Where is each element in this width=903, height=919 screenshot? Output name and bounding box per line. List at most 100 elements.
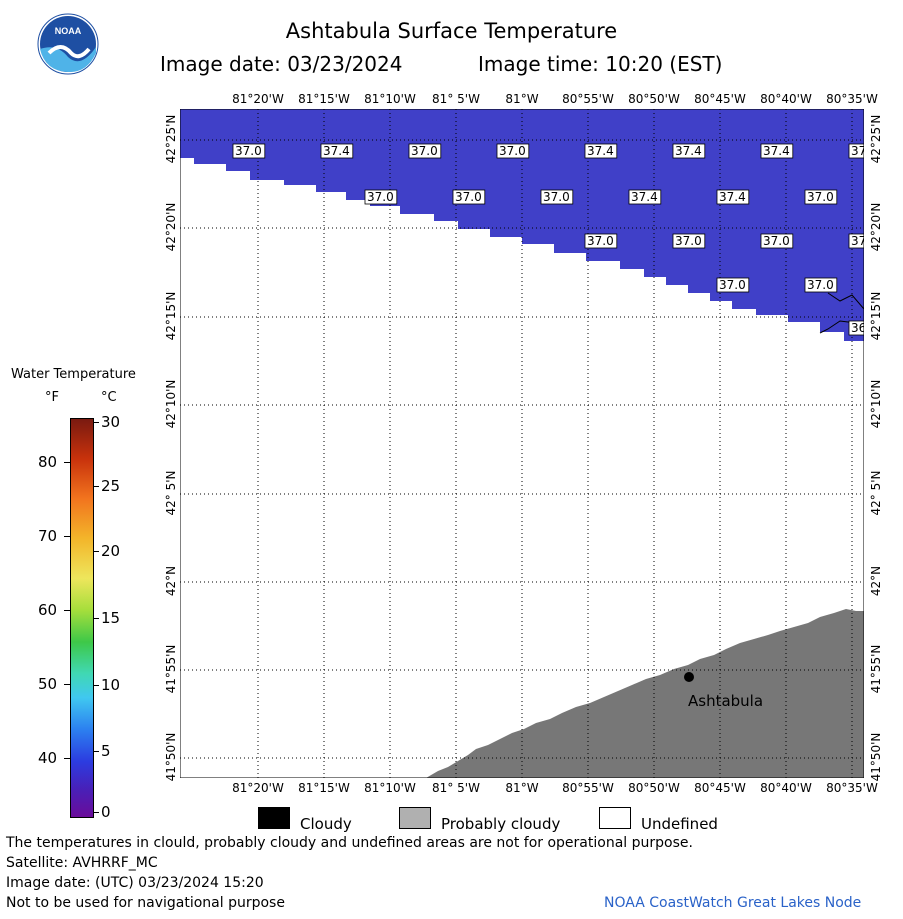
city-label: Ashtabula [688, 692, 763, 710]
svg-text:37.0: 37.0 [763, 234, 790, 248]
svg-text:37: 37 [851, 234, 864, 248]
scale-f-label: 70 [38, 527, 58, 545]
latitude-label: 41°55'N [869, 644, 883, 694]
longitude-label: 81°10'W [364, 92, 416, 106]
latitude-label: 42°15'N [869, 291, 883, 341]
undefined-swatch [599, 807, 631, 829]
latitude-label: 41°55'N [164, 644, 178, 694]
latitude-label: 42° 5'N [869, 470, 883, 516]
svg-text:37.0: 37.0 [587, 234, 614, 248]
svg-text:37.4: 37.4 [675, 144, 702, 158]
temperature-label: 37.0 [804, 189, 838, 205]
scale-c-tick [93, 422, 99, 423]
noaa-logo-text: NOAA [55, 26, 82, 36]
scale-c-label: 20 [101, 542, 121, 560]
svg-text:37.4: 37.4 [587, 144, 614, 158]
scale-f-label: 80 [38, 453, 58, 471]
longitude-label: 81°20'W [232, 92, 284, 106]
svg-text:37.0: 37.0 [807, 190, 834, 204]
latitude-label: 42°N [869, 565, 883, 597]
scale-c-label: 0 [101, 803, 111, 821]
footer-utc-date: Image date: (UTC) 03/23/2024 15:20 [6, 875, 264, 891]
temperature-label: 37.0 [540, 189, 574, 205]
temperature-label: 37.0 [232, 143, 266, 159]
latitude-label: 42°25'N [164, 114, 178, 164]
scale-c-tick [93, 812, 99, 813]
scale-c-tick [93, 551, 99, 552]
svg-text:37.0: 37.0 [719, 278, 746, 292]
scale-c-tick [93, 486, 99, 487]
longitude-label: 80°55'W [562, 781, 614, 795]
city-marker-icon[interactable] [684, 672, 694, 682]
svg-text:37.4: 37.4 [763, 144, 790, 158]
svg-text:37.0: 37.0 [499, 144, 526, 158]
latitude-label: 41°50'N [869, 732, 883, 782]
land-area [426, 609, 864, 778]
longitude-label: 81° 5'W [432, 92, 480, 106]
temperature-color-bar [70, 418, 94, 818]
scale-f-tick [64, 684, 70, 685]
longitude-label: 80°50'W [628, 781, 680, 795]
temperature-label: 37.0 [364, 189, 398, 205]
scale-c-label: 25 [101, 477, 121, 495]
longitude-label: 80°35'W [826, 92, 878, 106]
scale-c-label: 5 [101, 742, 111, 760]
footer-nav-warning: Not to be used for navigational purpose [6, 895, 285, 911]
latitude-label: 42°15'N [164, 291, 178, 341]
scale-c-tick [93, 618, 99, 619]
scale-f-label: 60 [38, 601, 58, 619]
temperature-label: 37.4 [628, 189, 662, 205]
legend-cloudy: Cloudy [300, 815, 352, 833]
latitude-label: 42°20'N [164, 202, 178, 252]
map-canvas[interactable]: Ashtabula 37.0 37.4 37.0 37.0 37.4 37.4 37.4 37… [180, 109, 864, 778]
longitude-label: 81°W [505, 781, 539, 795]
probably-cloudy-swatch [399, 807, 431, 829]
svg-text:37.0: 37.0 [675, 234, 702, 248]
latitude-label: 42°10'N [869, 379, 883, 429]
temperature-labels: 37.0 37.4 37.0 37.0 37.4 37.4 37.4 37 37.0 37.0 37… [232, 143, 864, 336]
svg-text:36: 36 [851, 321, 864, 335]
svg-text:37.0: 37.0 [367, 190, 394, 204]
scale-c-label: 10 [101, 676, 121, 694]
scale-f-label: 40 [38, 749, 58, 767]
temperature-label: 37.0 [804, 277, 838, 293]
temperature-label: 37.4 [760, 143, 794, 159]
scale-unit-c: °C [101, 390, 117, 405]
scale-unit-f: °F [45, 390, 59, 405]
latitude-label: 41°50'N [164, 732, 178, 782]
temperature-label: 37.0 [716, 277, 750, 293]
longitude-label: 80°35'W [826, 781, 878, 795]
temperature-label: 37.4 [716, 189, 750, 205]
svg-text:37.0: 37.0 [411, 144, 438, 158]
svg-text:37.0: 37.0 [455, 190, 482, 204]
temperature-label: 37.4 [672, 143, 706, 159]
svg-text:37.0: 37.0 [235, 144, 262, 158]
latitude-label: 42°25'N [869, 114, 883, 164]
longitude-label: 81°W [505, 92, 539, 106]
scale-c-label: 30 [101, 413, 121, 431]
temperature-label: 37.0 [452, 189, 486, 205]
cloudy-swatch [258, 807, 290, 829]
temperature-label: 37 [848, 143, 864, 159]
longitude-label: 81°15'W [298, 92, 350, 106]
temperature-label: 37.4 [320, 143, 354, 159]
scale-f-tick [64, 610, 70, 611]
noaa-logo-icon: NOAA [37, 13, 99, 75]
svg-text:37.4: 37.4 [323, 144, 350, 158]
longitude-label: 80°50'W [628, 92, 680, 106]
latitude-label: 42°10'N [164, 379, 178, 429]
latitude-label: 42°N [164, 565, 178, 597]
svg-text:37.0: 37.0 [543, 190, 570, 204]
temperature-label: 37.4 [584, 143, 618, 159]
scale-f-tick [64, 462, 70, 463]
legend-probably-cloudy: Probably cloudy [441, 815, 561, 833]
temperature-label: 37.0 [408, 143, 442, 159]
temperature-label: 36 [848, 320, 864, 336]
footer-credit[interactable]: NOAA CoastWatch Great Lakes Node [604, 895, 862, 911]
image-date: Image date: 03/23/2024 [160, 52, 403, 76]
longitude-label: 80°40'W [760, 781, 812, 795]
longitude-label: 81° 5'W [432, 781, 480, 795]
longitude-label: 81°15'W [298, 781, 350, 795]
longitude-label: 81°20'W [232, 781, 284, 795]
shoreline-outline [819, 292, 864, 334]
